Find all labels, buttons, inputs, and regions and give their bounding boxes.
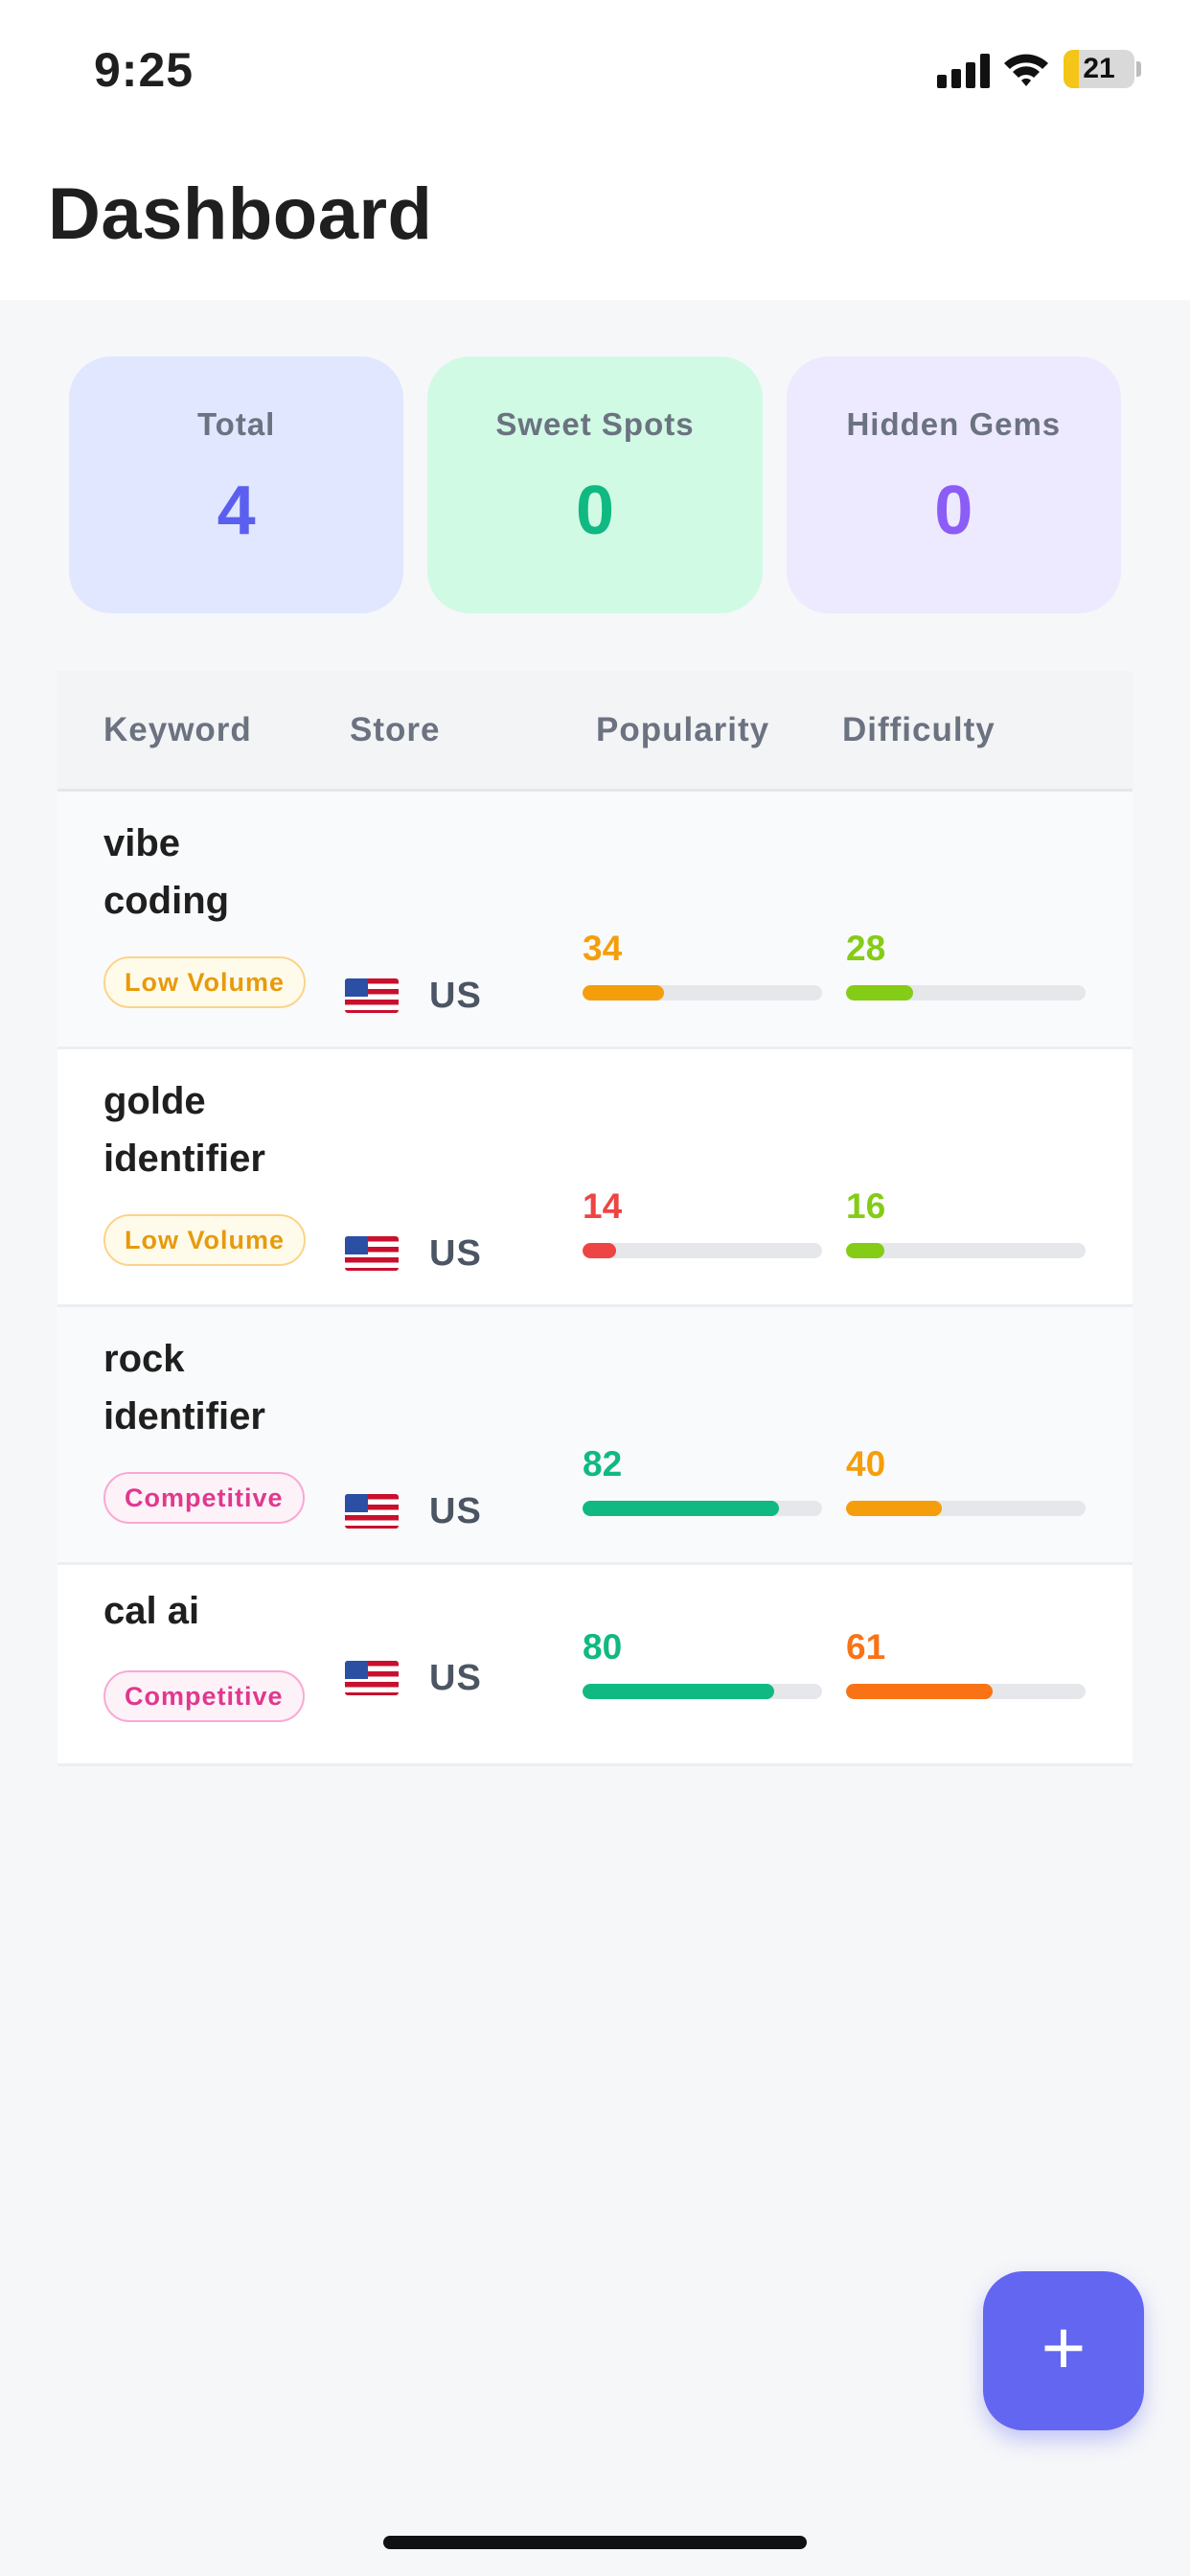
us-flag-icon xyxy=(345,1661,399,1695)
battery-level: 21 xyxy=(1083,53,1115,84)
wifi-icon xyxy=(1004,54,1048,86)
popularity-track xyxy=(583,985,822,1000)
difficulty-metric: 40 xyxy=(846,1445,1086,1516)
popularity-bar xyxy=(583,1243,616,1258)
add-keyword-button[interactable]: + xyxy=(983,2271,1144,2430)
battery-icon: 21 xyxy=(1064,50,1134,88)
keyword-text: rock identifier xyxy=(103,1330,333,1445)
stat-value: 0 xyxy=(934,472,973,549)
table-row[interactable]: rock identifier Competitive US 82 40 xyxy=(57,1307,1133,1565)
plus-icon: + xyxy=(1041,2305,1087,2390)
popularity-bar xyxy=(583,1684,774,1699)
popularity-metric: 82 xyxy=(583,1445,822,1516)
difficulty-bar xyxy=(846,1501,942,1516)
difficulty-value: 61 xyxy=(846,1627,886,1667)
keyword-line: coding xyxy=(103,880,230,922)
store-code: US xyxy=(429,1490,482,1531)
column-header-store[interactable]: Store xyxy=(350,711,441,748)
keyword-line: identifier xyxy=(103,1395,265,1438)
difficulty-track xyxy=(846,1684,1086,1699)
difficulty-value: 16 xyxy=(846,1186,886,1226)
keyword-line: identifier xyxy=(103,1138,265,1180)
difficulty-track xyxy=(846,985,1086,1000)
stat-value: 0 xyxy=(575,472,615,549)
stats-row: Total 4 Sweet Spots 0 Hidden Gems 0 xyxy=(69,356,1121,613)
column-header-difficulty[interactable]: Difficulty xyxy=(842,711,995,748)
volume-badge: Low Volume xyxy=(103,1214,307,1266)
status-time: 9:25 xyxy=(94,43,195,97)
keyword-line: vibe xyxy=(103,822,181,864)
popularity-track xyxy=(583,1243,822,1258)
column-header-popularity[interactable]: Popularity xyxy=(596,711,770,748)
stat-card-total[interactable]: Total 4 xyxy=(69,356,404,613)
difficulty-track xyxy=(846,1501,1086,1516)
stat-value: 4 xyxy=(217,472,256,549)
stat-label: Sweet Spots xyxy=(495,406,695,442)
header: Dashboard xyxy=(0,144,1190,300)
popularity-value: 80 xyxy=(583,1627,623,1667)
stat-card-hidden-gems[interactable]: Hidden Gems 0 xyxy=(786,356,1121,613)
keyword-line: golde xyxy=(103,1080,206,1122)
store-cell: US xyxy=(345,973,482,1019)
keyword-line: rock xyxy=(103,1338,185,1380)
table-header: Keyword Store Popularity Difficulty xyxy=(57,671,1133,792)
difficulty-metric: 61 xyxy=(846,1628,1086,1699)
popularity-value: 34 xyxy=(583,929,623,968)
battery-tip xyxy=(1136,61,1141,77)
page-title: Dashboard xyxy=(48,173,433,255)
table-row[interactable]: vibe coding Low Volume US 34 28 xyxy=(57,792,1133,1049)
popularity-metric: 14 xyxy=(583,1187,822,1258)
popularity-metric: 34 xyxy=(583,930,822,1000)
table-row[interactable]: cal ai Competitive US 80 61 xyxy=(57,1565,1133,1766)
store-cell: US xyxy=(345,1230,482,1276)
cellular-signal-icon xyxy=(937,54,991,88)
keyword-table: Keyword Store Popularity Difficulty vibe… xyxy=(57,671,1133,1766)
us-flag-icon xyxy=(345,1236,399,1271)
popularity-bar xyxy=(583,1501,779,1516)
store-code: US xyxy=(429,1657,482,1698)
popularity-value: 82 xyxy=(583,1444,623,1484)
difficulty-bar xyxy=(846,1684,993,1699)
popularity-track xyxy=(583,1684,822,1699)
difficulty-bar xyxy=(846,1243,884,1258)
stat-card-sweet-spots[interactable]: Sweet Spots 0 xyxy=(427,356,763,613)
difficulty-metric: 16 xyxy=(846,1187,1086,1258)
keyword-text: vibe coding xyxy=(103,815,333,930)
status-bar: 9:25 21 xyxy=(0,0,1190,144)
keyword-line: cal ai xyxy=(103,1590,200,1632)
keyword-text: golde identifier xyxy=(103,1072,333,1187)
volume-badge: Competitive xyxy=(103,1472,305,1524)
store-code: US xyxy=(429,975,482,1016)
stat-label: Hidden Gems xyxy=(846,406,1062,442)
popularity-track xyxy=(583,1501,822,1516)
difficulty-value: 28 xyxy=(846,929,886,968)
table-row[interactable]: golde identifier Low Volume US 14 16 xyxy=(57,1049,1133,1307)
volume-badge: Low Volume xyxy=(103,956,307,1008)
difficulty-bar xyxy=(846,985,913,1000)
popularity-metric: 80 xyxy=(583,1628,822,1699)
difficulty-track xyxy=(846,1243,1086,1258)
home-indicator[interactable] xyxy=(383,2536,807,2549)
keyword-text: cal ai xyxy=(103,1582,333,1640)
volume-badge: Competitive xyxy=(103,1670,305,1722)
popularity-value: 14 xyxy=(583,1186,623,1226)
us-flag-icon xyxy=(345,1494,399,1529)
column-header-keyword[interactable]: Keyword xyxy=(103,711,252,748)
store-code: US xyxy=(429,1232,482,1274)
stat-label: Total xyxy=(196,406,276,442)
us-flag-icon xyxy=(345,978,399,1013)
store-cell: US xyxy=(345,1488,482,1534)
popularity-bar xyxy=(583,985,664,1000)
difficulty-value: 40 xyxy=(846,1444,886,1484)
store-cell: US xyxy=(345,1655,482,1701)
difficulty-metric: 28 xyxy=(846,930,1086,1000)
